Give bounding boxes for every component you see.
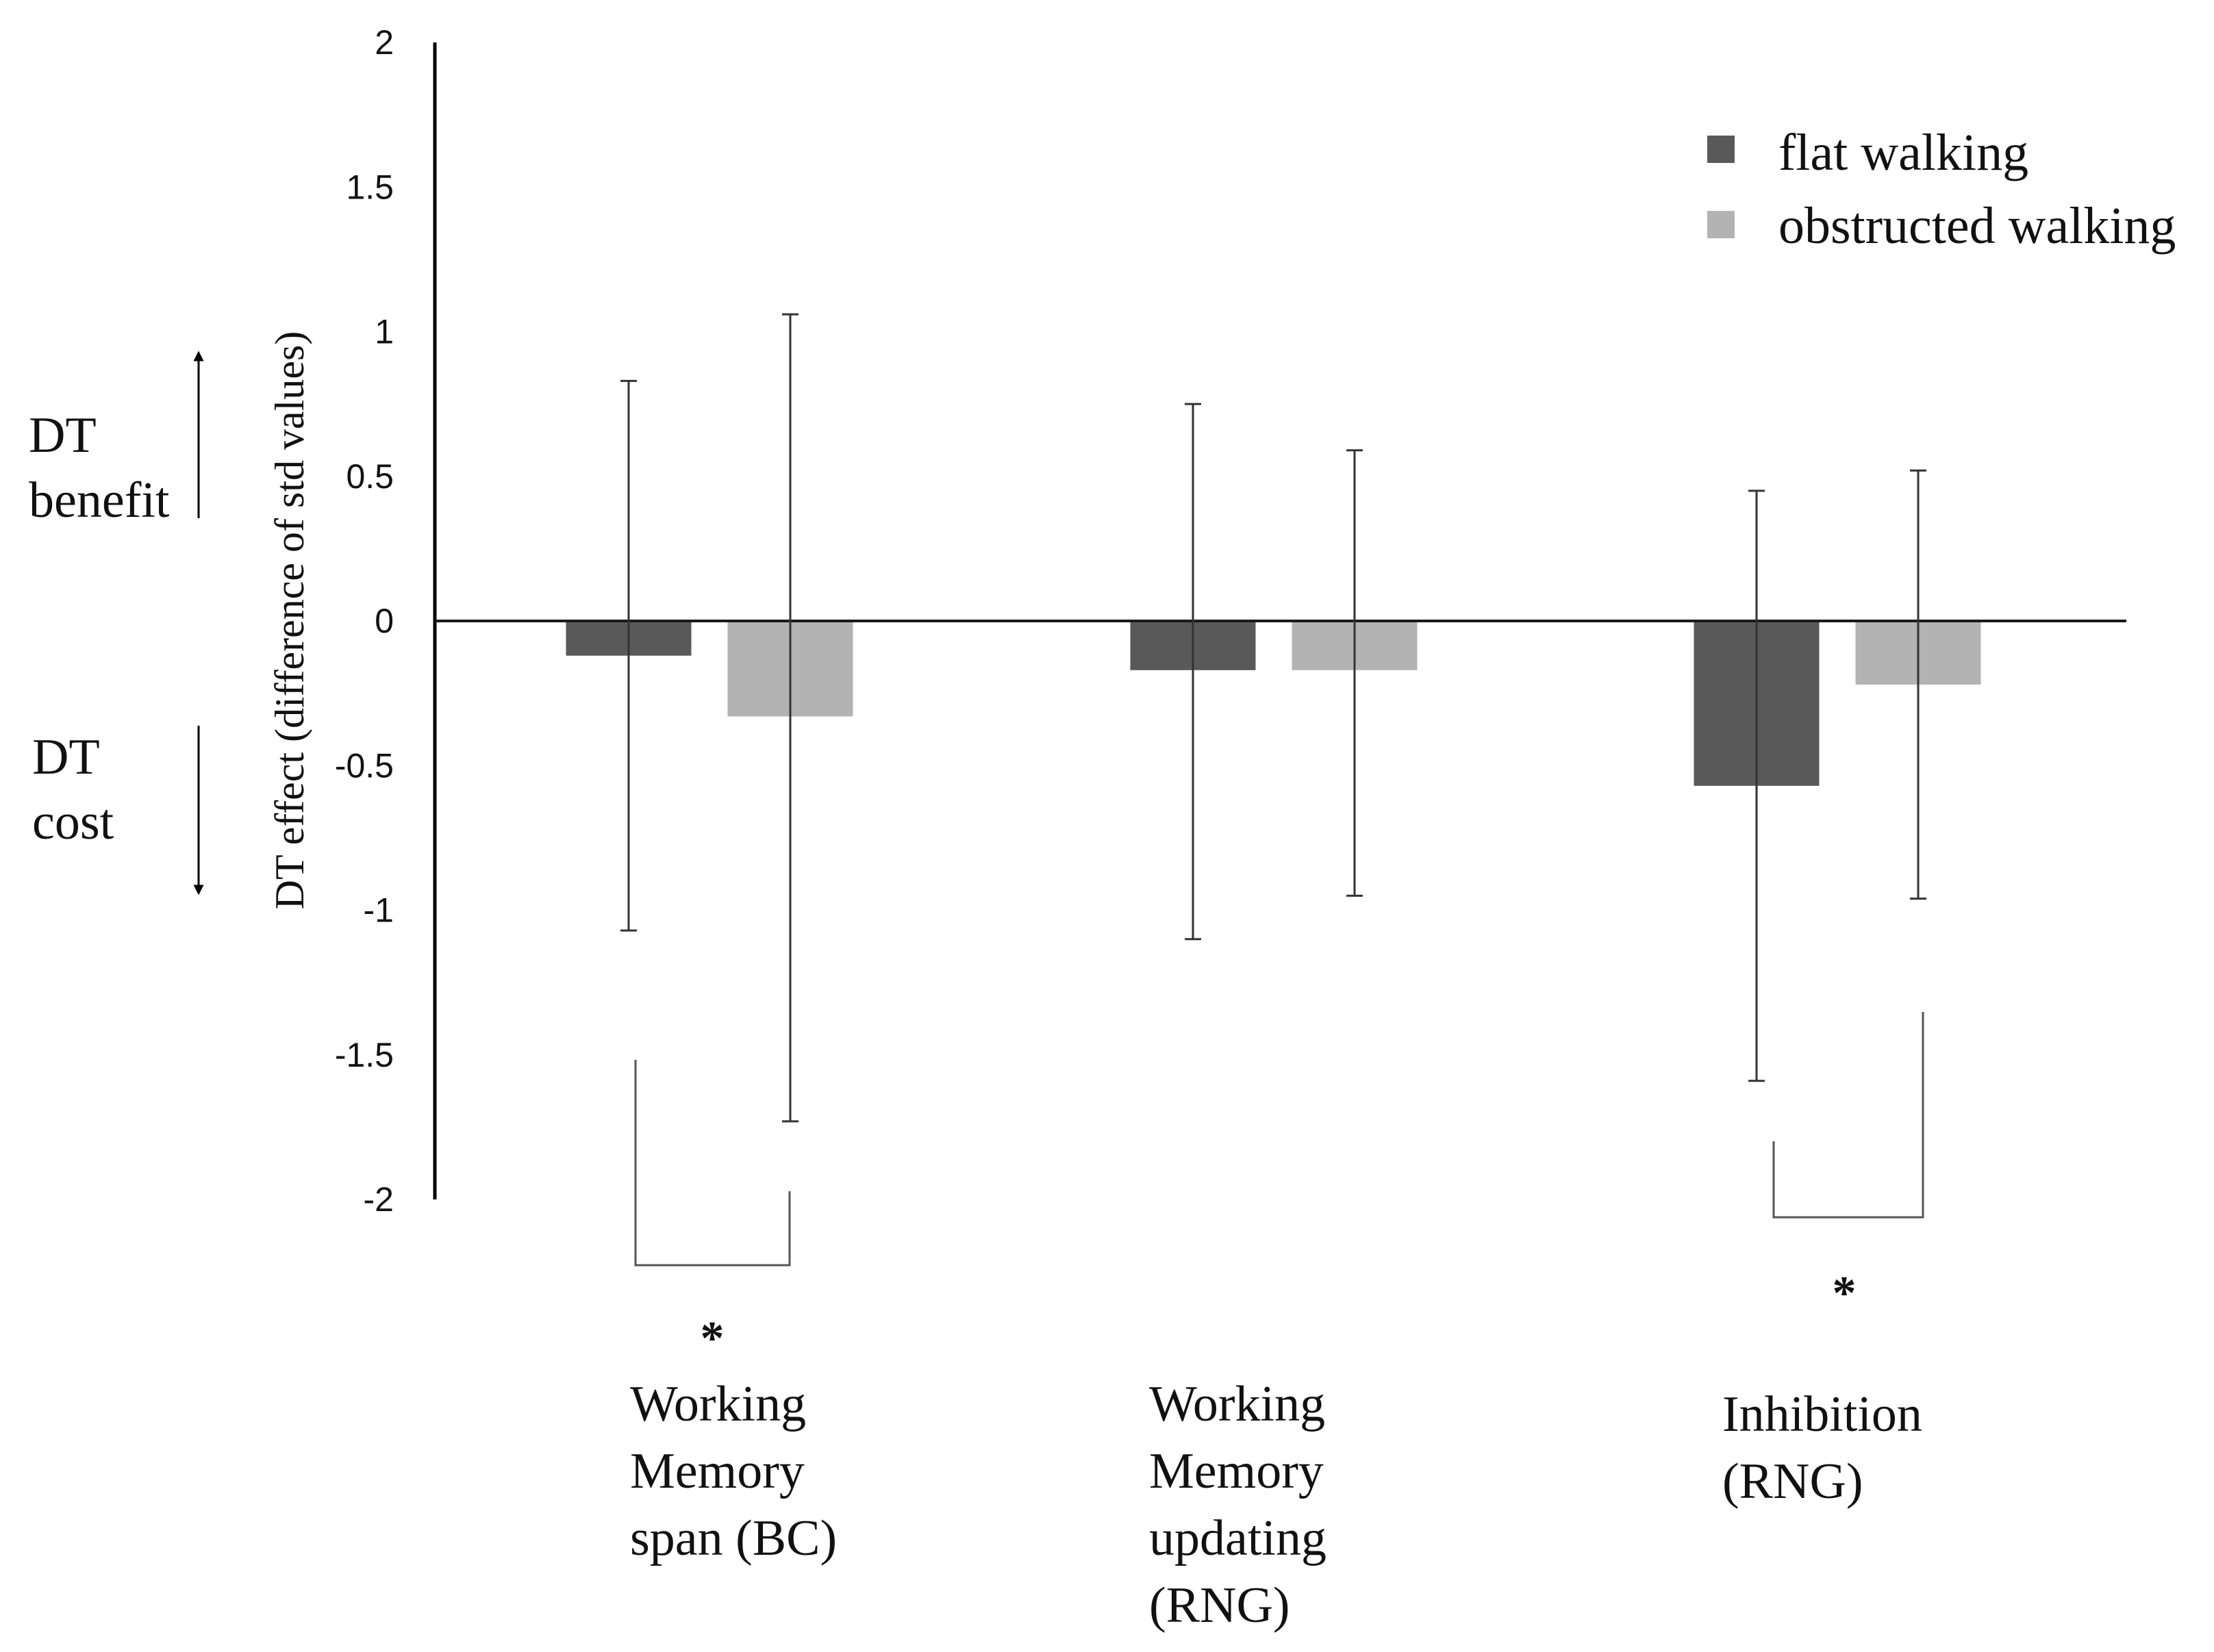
- legend-label-obstructed-walking: obstructed walking: [1778, 197, 2176, 255]
- significance-star: *: [1833, 1267, 1857, 1320]
- y-tick-label: 0: [375, 602, 394, 640]
- side-annotations: DT benefit DT cost: [29, 351, 204, 895]
- category-label-line: updating: [1149, 1510, 1326, 1566]
- y-tick-label: 0.5: [346, 457, 394, 496]
- category-label-line: (RNG): [1149, 1577, 1290, 1634]
- y-tick-label: -1.5: [335, 1036, 394, 1074]
- category-label-line: Memory: [630, 1443, 805, 1499]
- cost-label-line-1: DT: [32, 729, 100, 785]
- category-label-line: span (BC): [630, 1510, 837, 1566]
- category-label-line: (RNG): [1722, 1453, 1863, 1510]
- significance-brackets: **: [634, 1012, 1924, 1365]
- legend-swatch-flat-walking: [1707, 136, 1735, 163]
- y-tick-label: 1.5: [346, 168, 394, 206]
- legend-label-flat-walking: flat walking: [1778, 124, 2028, 181]
- legend-swatch-obstructed-walking: [1707, 211, 1735, 238]
- y-tick-label: 1: [375, 313, 394, 351]
- significance-bracket: [1772, 1012, 1924, 1219]
- benefit-label-line-2: benefit: [29, 472, 170, 529]
- legend: flat walking obstructed walking: [1707, 124, 2176, 255]
- bars: [566, 621, 1981, 786]
- category-label-line: Working: [630, 1376, 806, 1432]
- category-labels: Working Memory span (BC) Working Memory updat…: [630, 1376, 1922, 1634]
- y-tick-label: -0.5: [335, 746, 394, 785]
- category-label-line: Inhibition: [1722, 1386, 1922, 1443]
- benefit-label-line-1: DT: [29, 407, 97, 463]
- error-bars: [620, 313, 1926, 1123]
- significance-star: *: [701, 1312, 725, 1365]
- y-axis-title: DT effect (difference of std values): [267, 331, 312, 910]
- y-tick-label: -1: [364, 891, 394, 930]
- cost-label-line-2: cost: [32, 794, 114, 850]
- category-label-line: Working: [1149, 1376, 1325, 1432]
- y-tick-label: -2: [364, 1180, 394, 1219]
- category-label-line: Memory: [1149, 1443, 1324, 1499]
- y-axis-ticks: 2 1.5 1 0.5 0 -0.5 -1 -1.5 -2: [335, 23, 394, 1219]
- y-tick-label: 2: [375, 23, 394, 62]
- significance-bracket: [634, 1060, 791, 1267]
